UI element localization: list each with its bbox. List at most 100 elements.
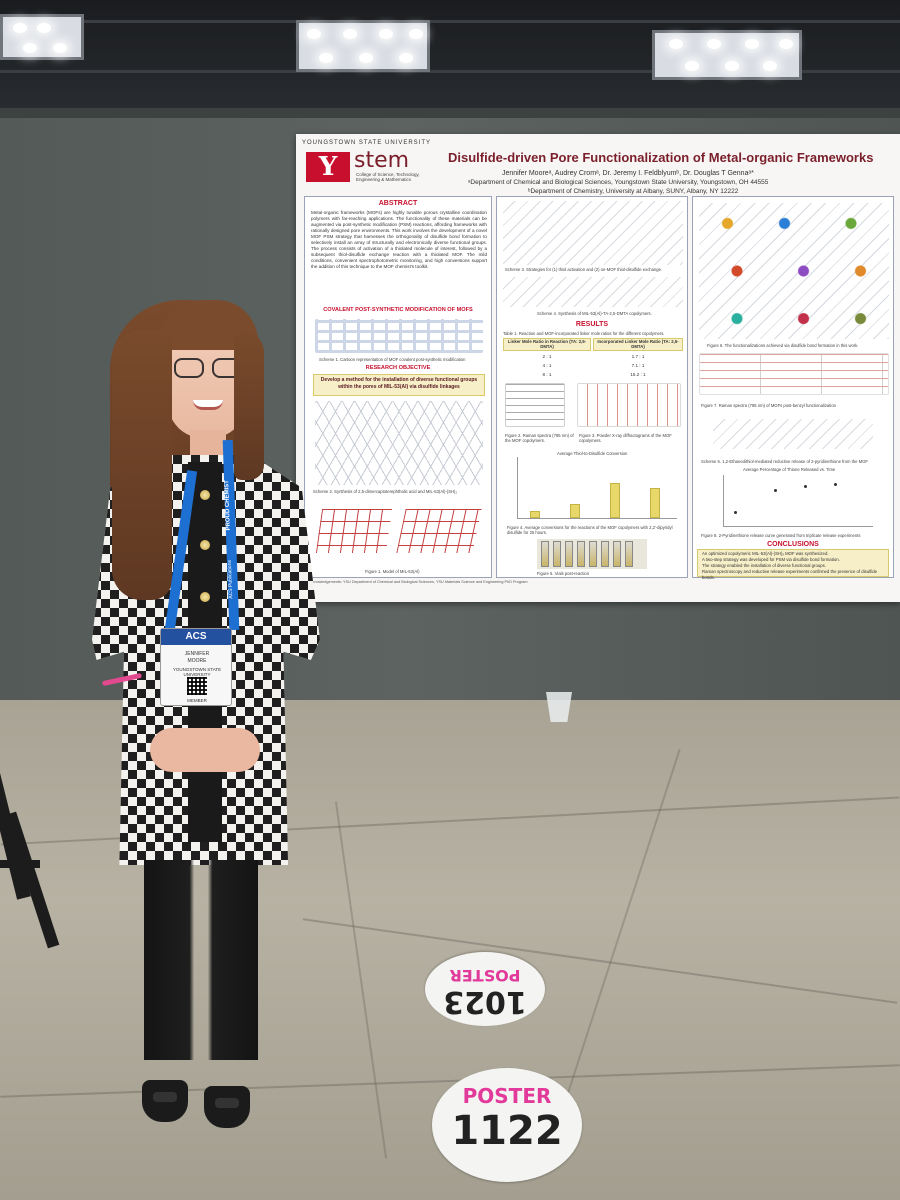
scatter-point xyxy=(804,485,807,488)
ceiling-beam xyxy=(0,70,900,73)
poster-number-sticker-front: POSTER 1122 xyxy=(432,1068,582,1182)
table-header-reaction: Linker Mole Ratio in Reaction (TA: 2,5-D… xyxy=(503,338,591,351)
scheme4-structures xyxy=(503,277,683,307)
table1-caption: Table 1. Reaction and MOF-incorporated l… xyxy=(503,331,665,336)
dress-button xyxy=(200,490,210,500)
badge-header: ACS xyxy=(161,629,231,645)
badge-role: MEMBER xyxy=(187,698,207,703)
poster-column-left: ABSTRACT Metal-organic frameworks (MOFs)… xyxy=(304,196,492,578)
vial xyxy=(601,541,609,567)
sticker-number: 1023 xyxy=(443,984,527,1019)
abstract-text: Metal-organic frameworks (MOFs) are high… xyxy=(311,210,487,269)
vial xyxy=(577,541,585,567)
mil53-model-left xyxy=(315,509,393,553)
affiliation-b: ᵇDepartment of Chemistry, University at … xyxy=(528,188,739,195)
vial xyxy=(613,541,621,567)
scatter-point xyxy=(774,489,777,492)
conversion-bar xyxy=(650,488,660,518)
bar-chart-title: Average Thiol-to-Disulfide Conversion xyxy=(557,451,628,456)
stem-logo: stem xyxy=(354,148,410,173)
research-poster: YOUNGSTOWN STATE UNIVERSITY Y stem Colle… xyxy=(296,134,900,602)
poster-number-sticker-back: 1023 POSTER xyxy=(425,952,545,1026)
vial xyxy=(541,541,549,567)
figure4-caption: Figure 4. Average conversions for the re… xyxy=(507,525,673,535)
ceiling-light xyxy=(296,20,430,72)
ceiling xyxy=(0,0,900,118)
scheme5-caption: Scheme 5. 1,2-Ethanedithiol-mediated red… xyxy=(701,459,868,464)
table-cell: 1.7 : 1 xyxy=(631,354,645,359)
clasped-hands xyxy=(150,728,260,772)
table-cell: 15.2 : 1 xyxy=(630,372,646,377)
conversion-bar xyxy=(530,511,540,518)
shoe-left xyxy=(142,1080,188,1122)
name-badge: ACS JENNIFER MOORE YOUNGSTOWN STATE UNIV… xyxy=(160,628,232,706)
conversion-bar xyxy=(570,504,580,518)
table-cell: 7.1 : 1 xyxy=(631,363,645,368)
conclusion-item: A two-step strategy was developed for PS… xyxy=(702,557,840,562)
smile xyxy=(193,400,223,410)
wall-trim xyxy=(0,108,900,118)
figure7-caption: Figure 7. Raman spectra (785 nm) of MOFs… xyxy=(701,403,836,408)
scheme3-structures xyxy=(503,201,683,265)
vial xyxy=(589,541,597,567)
pxrd-plot xyxy=(577,383,681,427)
raman-spectra-plot xyxy=(505,383,565,427)
ceiling-beam xyxy=(0,20,900,23)
sticker-label: POSTER xyxy=(462,1084,552,1108)
sticker-number: 1122 xyxy=(451,1108,563,1154)
conclusion-item: Raman spectroscopy and reductive release… xyxy=(702,569,878,580)
acknowledgements: Acknowledgements: YSU Department of Chem… xyxy=(308,580,528,584)
figure8-caption: Figure 8. 2-Pyridinethione release curve… xyxy=(701,533,861,538)
badge-name-last: MOORE xyxy=(187,658,207,664)
affiliation-a: ᵃDepartment of Chemical and Biological S… xyxy=(468,179,769,186)
poster-authors: Jennifer Mooreᵃ, Audrey Cromᵃ, Dr. Jerem… xyxy=(502,170,754,177)
scatter-point xyxy=(734,511,737,514)
functional-groups-grid xyxy=(699,203,889,339)
scheme4-caption: Scheme 4. Synthesis of MIL-53(Al)-TA-2,5… xyxy=(537,311,652,316)
ceiling-light xyxy=(0,14,84,60)
stem-subtitle: College of Science, Technology, Engineer… xyxy=(356,172,420,182)
table-cell: 2 : 1 xyxy=(542,354,552,359)
lanyard-brand: ACS Publications xyxy=(226,559,235,599)
vial xyxy=(565,541,573,567)
conclusion-item: The strategy enabled the installation of… xyxy=(702,563,826,568)
table-header-incorporated: Incorporated Linker Mole Ratio (TA: 2,5-… xyxy=(593,338,683,351)
table-cell: 8 : 1 xyxy=(542,372,552,377)
poster-university: YOUNGSTOWN STATE UNIVERSITY xyxy=(302,140,432,146)
chair-rail xyxy=(0,860,40,868)
figure2-caption: Figure 2. Raman spectra (785 nm) of the … xyxy=(505,433,574,443)
scheme2-caption: Scheme 2. Synthesis of 2,5-dimercaptoter… xyxy=(313,489,458,494)
badge-qr-code xyxy=(187,677,207,695)
vial xyxy=(625,541,633,567)
dress-button xyxy=(200,540,210,550)
psm-heading: COVALENT POST-SYNTHETIC MODIFICATION OF … xyxy=(323,307,473,313)
shoe-right xyxy=(204,1086,250,1128)
figure1-caption: Figure 1. Model of MIL-53(Al) xyxy=(365,569,420,574)
sticker-label: POSTER xyxy=(449,966,521,985)
poster-column-middle: Scheme 3. Strategies for (1) thiol activ… xyxy=(496,196,688,578)
lanyard-text: PROUD CHEMIST xyxy=(224,479,232,531)
hair-right xyxy=(234,330,264,480)
figure5-caption: Figure 5. Vials post-reaction xyxy=(537,571,590,576)
conclusion-item: An optimized copolymeric MIL-53(Al)-(SH)… xyxy=(702,551,829,556)
results-heading: RESULTS xyxy=(575,321,609,328)
objective-heading: RESEARCH OBJECTIVE xyxy=(365,365,431,371)
figure6-caption: Figure 6. The functionalizations achieve… xyxy=(707,343,859,348)
scheme5-structures xyxy=(713,419,873,449)
objective-box: Develop a method for the installation of… xyxy=(313,374,485,396)
release-scatter-plot xyxy=(723,475,873,527)
raman-functionalized-plot xyxy=(699,353,889,395)
scheme1-caption: Scheme 1. Cartoon representation of MOF … xyxy=(319,357,466,362)
poster-title: Disulfide-driven Pore Functionalization … xyxy=(448,150,874,165)
badge-name-first: JENNIFER xyxy=(184,651,210,657)
mof-cartoon xyxy=(315,319,483,353)
legs xyxy=(144,860,258,1060)
ysu-logo: Y xyxy=(306,152,350,182)
scheme3-caption: Scheme 3. Strategies for (1) thiol activ… xyxy=(505,267,663,272)
hair-left xyxy=(112,330,172,600)
badge-organization: YOUNGSTOWN STATE UNIVERSITY xyxy=(172,667,222,677)
abstract-heading: ABSTRACT xyxy=(378,200,418,207)
mil53-model-right xyxy=(396,509,482,553)
poster-column-right: Figure 6. The functionalizations achieve… xyxy=(692,196,894,580)
scatter-point xyxy=(834,483,837,486)
